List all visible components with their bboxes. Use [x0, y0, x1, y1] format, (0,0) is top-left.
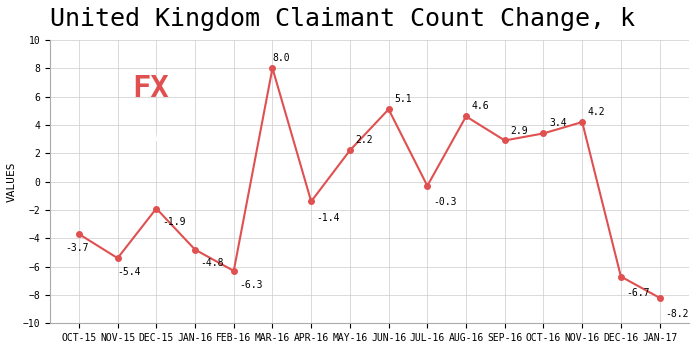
Text: 4.6: 4.6 [472, 102, 489, 111]
Text: -5.4: -5.4 [118, 267, 141, 277]
Text: -8.2: -8.2 [665, 309, 689, 319]
Text: United Kingdom Claimant Count Change, k: United Kingdom Claimant Count Change, k [50, 7, 635, 31]
Text: -3.7: -3.7 [65, 243, 88, 253]
Text: -1.4: -1.4 [316, 213, 340, 223]
Text: 2.9: 2.9 [510, 126, 528, 135]
Text: TEAM: TEAM [134, 131, 167, 144]
Text: 5.1: 5.1 [394, 94, 412, 104]
Text: FX: FX [132, 74, 169, 103]
Y-axis label: VALUES: VALUES [7, 161, 17, 202]
Text: 3.4: 3.4 [549, 118, 567, 128]
Text: 2.2: 2.2 [356, 135, 373, 146]
Text: -4.8: -4.8 [201, 258, 224, 268]
Text: -0.3: -0.3 [433, 197, 456, 207]
Text: 8.0: 8.0 [272, 53, 290, 63]
Text: -6.7: -6.7 [626, 288, 650, 298]
Text: -1.9: -1.9 [162, 217, 186, 227]
Text: -6.3: -6.3 [239, 280, 262, 289]
Text: 4.2: 4.2 [588, 107, 606, 117]
